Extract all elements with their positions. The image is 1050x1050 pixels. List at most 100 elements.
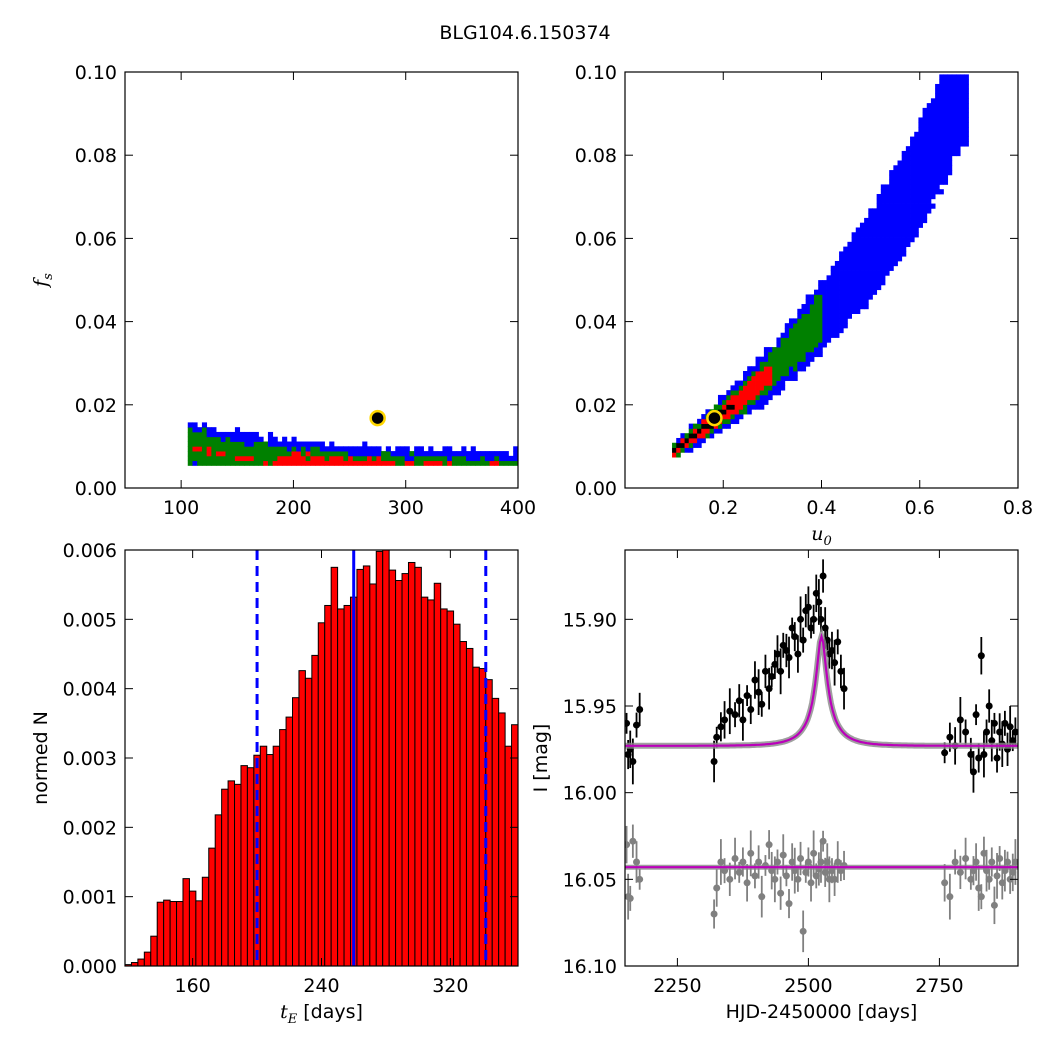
heatmap-cell <box>914 179 919 185</box>
heatmap-cell <box>376 446 382 452</box>
heatmap-cell <box>726 414 731 420</box>
heatmap-cell <box>893 217 898 224</box>
heatmap-cell <box>880 193 886 200</box>
heatmap-cell <box>876 193 882 200</box>
heatmap-cell <box>818 347 823 353</box>
heatmap-cell <box>244 441 250 447</box>
heatmap-cell <box>726 399 731 405</box>
heatmap-cell <box>918 174 923 181</box>
histogram-bar <box>227 780 236 966</box>
heatmap-cell <box>755 361 761 367</box>
heatmap-cell <box>225 455 231 462</box>
heatmap-cell <box>889 203 894 209</box>
heatmap-cell <box>935 165 940 171</box>
heatmap-cell <box>305 446 311 452</box>
heatmap-cell <box>755 375 761 381</box>
heatmap-cell <box>428 451 434 457</box>
heatmap-cell <box>300 455 307 462</box>
heatmap-cell <box>843 304 848 310</box>
heatmap-cell <box>385 446 391 452</box>
heatmap-cell <box>362 460 368 466</box>
heatmap-cell <box>319 446 325 452</box>
heatmap-cell <box>859 294 865 300</box>
heatmap-cell <box>901 251 907 257</box>
heatmap-cell <box>801 356 807 362</box>
heatmap-cell <box>338 446 344 452</box>
plot-frame <box>624 549 1019 967</box>
data-point <box>804 858 812 866</box>
data-point <box>985 702 993 710</box>
heatmap-cell <box>955 107 961 114</box>
heatmap-cell <box>926 136 932 142</box>
heatmap-cell <box>918 198 923 204</box>
heatmap-cell <box>672 447 677 453</box>
heatmap-cell <box>897 246 903 252</box>
heatmap-cell <box>244 446 250 452</box>
y-tick-label: 0.10 <box>575 62 617 84</box>
heatmap-cell <box>805 337 811 343</box>
histogram-bar <box>169 901 178 966</box>
heatmap-cell <box>905 203 911 209</box>
heatmap-cell <box>926 131 932 137</box>
heatmap-cell <box>876 208 882 214</box>
heatmap-cell <box>291 451 297 457</box>
heatmap-cell <box>225 431 231 438</box>
heatmap-cell <box>784 375 790 381</box>
heatmap-cell <box>357 446 363 452</box>
data-point <box>819 572 827 580</box>
heatmap-cell <box>926 170 932 176</box>
heatmap-cell <box>830 289 836 295</box>
heatmap-cell <box>717 394 723 401</box>
heatmap-cell <box>926 174 932 181</box>
heatmap-cell <box>253 436 259 442</box>
histogram-bar <box>472 666 480 966</box>
heatmap-cell <box>814 318 819 324</box>
heatmap-cell <box>964 112 969 118</box>
histogram-bar <box>550 837 556 966</box>
heatmap-cell <box>751 390 756 396</box>
heatmap-cell <box>755 399 761 405</box>
heatmap-cell <box>404 451 410 457</box>
heatmap-cell <box>717 423 723 429</box>
heatmap-cell <box>300 460 307 466</box>
heatmap-cell <box>801 323 807 329</box>
heatmap-cell <box>814 289 819 295</box>
heatmap-cell <box>847 280 852 286</box>
heatmap-cell <box>839 294 844 300</box>
heatmap-cell <box>310 446 316 452</box>
heatmap-cell <box>855 294 861 300</box>
heatmap-cell <box>839 270 844 276</box>
heatmap-cell <box>964 83 969 90</box>
heatmap-cell <box>390 451 396 457</box>
heatmap-cell <box>192 460 198 466</box>
heatmap-cell <box>893 213 898 219</box>
data-point <box>773 650 781 658</box>
heatmap-cell <box>859 241 865 248</box>
heatmap-cell <box>884 260 890 267</box>
heatmap-cell <box>291 455 297 462</box>
heatmap-cell <box>893 165 898 171</box>
heatmap-cell <box>955 150 961 157</box>
data-point <box>773 858 781 866</box>
heatmap-cell <box>814 342 819 348</box>
heatmap-cell <box>722 409 727 415</box>
heatmap-cell <box>805 308 811 314</box>
heatmap-cell <box>818 289 823 295</box>
heatmap-cell <box>432 455 439 462</box>
heatmap-cell <box>797 318 802 324</box>
heatmap-cell <box>939 74 944 80</box>
heatmap-cell <box>930 107 936 114</box>
data-point <box>717 723 725 731</box>
heatmap-cell <box>680 447 685 453</box>
heatmap-cell <box>951 131 957 137</box>
heatmap-cell <box>880 265 886 271</box>
heatmap-cell <box>225 436 231 442</box>
heatmap-cell <box>955 112 961 118</box>
heatmap-cell <box>922 160 928 166</box>
heatmap-cell <box>884 217 890 224</box>
heatmap-cell <box>922 150 928 157</box>
heatmap-cell <box>834 280 840 286</box>
heatmap-cell <box>776 371 782 377</box>
heatmap-cell <box>880 203 886 209</box>
heatmap-cell <box>943 179 949 185</box>
